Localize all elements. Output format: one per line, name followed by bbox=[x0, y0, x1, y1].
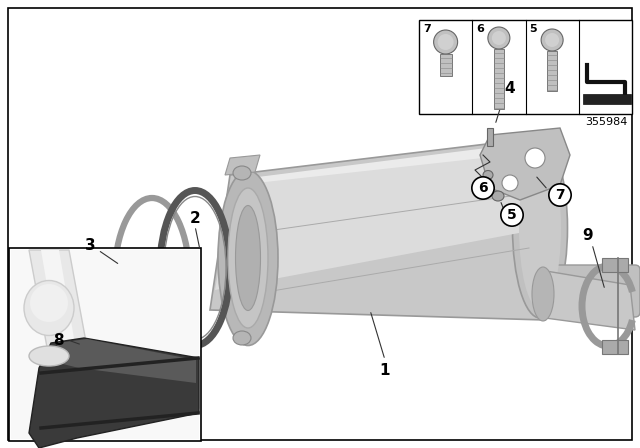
Ellipse shape bbox=[218, 171, 278, 345]
Bar bbox=[9, 248, 201, 441]
Ellipse shape bbox=[228, 188, 268, 328]
Polygon shape bbox=[57, 339, 196, 383]
Ellipse shape bbox=[492, 191, 504, 201]
Polygon shape bbox=[225, 155, 260, 175]
Text: 3: 3 bbox=[84, 237, 95, 253]
Text: 8: 8 bbox=[52, 332, 63, 348]
Bar bbox=[602, 340, 628, 354]
Ellipse shape bbox=[29, 346, 69, 366]
Ellipse shape bbox=[30, 284, 68, 322]
Text: 4: 4 bbox=[505, 81, 515, 95]
Bar bbox=[547, 51, 557, 91]
Polygon shape bbox=[29, 250, 89, 358]
Ellipse shape bbox=[98, 270, 118, 286]
Ellipse shape bbox=[483, 171, 493, 180]
Bar bbox=[11, 250, 199, 439]
Text: 1: 1 bbox=[380, 362, 390, 378]
Circle shape bbox=[488, 27, 510, 49]
FancyBboxPatch shape bbox=[540, 265, 640, 317]
Polygon shape bbox=[215, 148, 535, 290]
Text: 355984: 355984 bbox=[586, 117, 628, 127]
Text: 6: 6 bbox=[478, 181, 488, 195]
Bar bbox=[440, 54, 452, 76]
Bar bbox=[419, 20, 632, 114]
Text: 9: 9 bbox=[582, 228, 593, 242]
Polygon shape bbox=[480, 128, 570, 200]
Text: 7: 7 bbox=[555, 188, 565, 202]
Circle shape bbox=[545, 33, 559, 47]
Polygon shape bbox=[210, 140, 545, 320]
Bar bbox=[602, 258, 628, 272]
Circle shape bbox=[502, 175, 518, 191]
Circle shape bbox=[438, 34, 454, 50]
Ellipse shape bbox=[513, 138, 568, 318]
Text: 5: 5 bbox=[507, 208, 517, 222]
Polygon shape bbox=[29, 338, 199, 448]
Bar bbox=[494, 49, 504, 109]
Bar bbox=[584, 94, 632, 104]
Text: 6: 6 bbox=[476, 24, 484, 34]
Polygon shape bbox=[77, 358, 199, 428]
Polygon shape bbox=[41, 250, 77, 356]
Text: 2: 2 bbox=[189, 211, 200, 225]
Polygon shape bbox=[540, 270, 635, 330]
Text: 5: 5 bbox=[529, 24, 537, 34]
Ellipse shape bbox=[519, 147, 561, 309]
Bar bbox=[487, 128, 493, 146]
Circle shape bbox=[434, 30, 458, 54]
Ellipse shape bbox=[233, 331, 251, 345]
Bar bbox=[96, 270, 114, 286]
Ellipse shape bbox=[532, 267, 554, 321]
Ellipse shape bbox=[236, 206, 260, 310]
Circle shape bbox=[525, 148, 545, 168]
Circle shape bbox=[492, 31, 506, 45]
Circle shape bbox=[541, 29, 563, 51]
Ellipse shape bbox=[233, 166, 251, 180]
Ellipse shape bbox=[24, 280, 74, 336]
Text: 7: 7 bbox=[423, 24, 431, 34]
Polygon shape bbox=[238, 145, 510, 185]
